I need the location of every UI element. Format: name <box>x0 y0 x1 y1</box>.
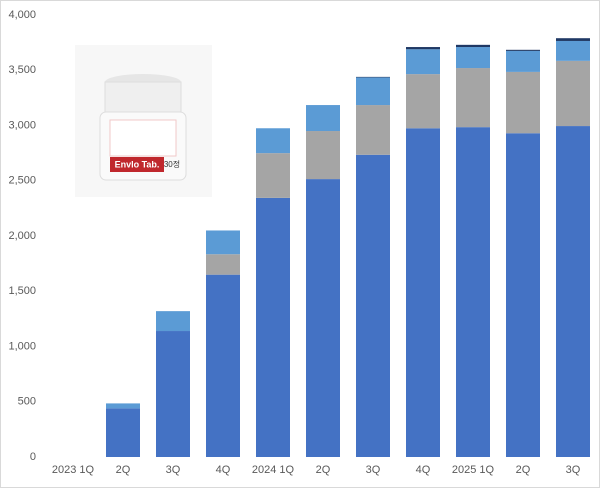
x-tick-label: 2Q <box>316 464 331 476</box>
bar-segment <box>256 153 290 198</box>
x-tick-label: 2025 1Q <box>452 464 495 476</box>
y-tick-label: 1,500 <box>8 285 36 297</box>
bar-segment <box>406 74 440 129</box>
x-tick-label: 3Q <box>166 464 181 476</box>
bar-segment <box>556 40 590 61</box>
x-tick-label: 3Q <box>566 464 581 476</box>
bar-segment <box>256 197 290 457</box>
bar-segment <box>206 230 240 255</box>
x-tick-label: 3Q <box>366 464 381 476</box>
bar-segment <box>406 128 440 457</box>
x-tick-label: 2023 1Q <box>52 464 95 476</box>
label-band <box>110 157 164 172</box>
x-tick-label: 2Q <box>516 464 531 476</box>
bar-segment <box>206 274 240 457</box>
bar-segment <box>456 127 490 457</box>
y-tick-label: 4,000 <box>8 9 36 21</box>
bar-segment <box>106 403 140 409</box>
y-tick-label: 2,500 <box>8 175 36 187</box>
product-count: 30정 <box>164 159 180 169</box>
y-tick-label: 500 <box>18 396 36 408</box>
bar-segment <box>156 311 190 332</box>
x-tick-label: 2Q <box>116 464 131 476</box>
x-tick-label: 2024 1Q <box>252 464 295 476</box>
y-tick-label: 2,000 <box>8 230 36 242</box>
x-tick-label: 4Q <box>216 464 231 476</box>
bar-segment <box>556 38 590 41</box>
bar-segment <box>456 44 490 48</box>
bar-segment <box>406 47 440 50</box>
x-tick-label: 4Q <box>416 464 431 476</box>
bar-segment <box>306 105 340 132</box>
bar-segment <box>456 47 490 69</box>
bar-segment <box>506 71 540 134</box>
bar-segment <box>556 126 590 458</box>
bar-segment <box>506 49 540 51</box>
bar-segment <box>206 254 240 275</box>
y-tick-label: 3,000 <box>8 119 36 131</box>
bar-segment <box>556 60 590 127</box>
bar-segment <box>506 133 540 458</box>
bar-segment <box>356 77 390 106</box>
bar-segment <box>306 179 340 457</box>
bar-segment <box>356 154 390 457</box>
bottle-label <box>109 119 177 157</box>
y-tick-label: 0 <box>30 451 36 463</box>
bar-segment <box>106 408 140 457</box>
bar-segment <box>156 331 190 457</box>
product-name: Envlo Tab. <box>115 159 160 169</box>
bar-segment <box>506 50 540 72</box>
product-photo <box>75 45 212 197</box>
bar-segment <box>306 131 340 180</box>
bar-segment <box>406 49 440 75</box>
bottle-cap <box>104 81 182 113</box>
bar-segment <box>356 76 390 78</box>
y-tick-label: 1,000 <box>8 340 36 352</box>
bar-segment <box>356 105 390 155</box>
bar-segment <box>256 128 290 154</box>
y-tick-label: 3,500 <box>8 64 36 76</box>
bar-segment <box>456 68 490 128</box>
